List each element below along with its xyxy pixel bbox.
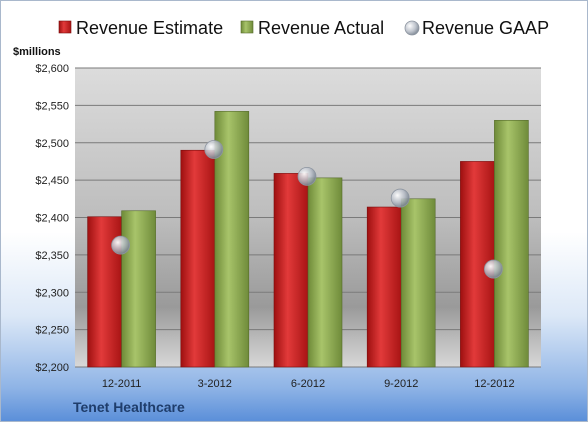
y-tick-label: $2,500	[35, 138, 69, 150]
y-tick-label: $2,200	[35, 362, 69, 374]
legend-swatch	[58, 20, 72, 34]
x-tick-label: 12-2011	[102, 378, 142, 390]
legend: Revenue Estimate Revenue Actual Revenue GA…	[58, 18, 549, 38]
legend-swatch	[404, 20, 420, 36]
x-tick-label: 12-2012	[474, 378, 514, 390]
bar-revenue-estimate	[273, 173, 309, 368]
bar-revenue-estimate	[366, 206, 402, 368]
bar-revenue-actual	[494, 120, 529, 368]
y-tick-label: $2,350	[35, 250, 69, 262]
x-tick-label: 6-2012	[291, 378, 325, 390]
y-tick-label: $2,550	[35, 100, 69, 112]
bar-revenue-actual	[400, 198, 436, 368]
legend-label: Revenue Estimate	[76, 18, 223, 38]
marker-revenue-gaap	[390, 188, 410, 208]
bar-revenue-actual	[307, 177, 343, 368]
y-tick-label: $2,300	[35, 287, 69, 299]
y-tick-label: $2,250	[35, 325, 69, 337]
marker-revenue-gaap	[483, 259, 503, 279]
company-name: Tenet Healthcare	[73, 399, 185, 415]
marker-revenue-gaap	[111, 235, 130, 255]
marker-revenue-gaap	[204, 140, 224, 159]
legend-label: Revenue GAAP	[422, 18, 549, 38]
y-tick-label: $2,600	[35, 63, 69, 75]
x-tick-label: 3-2012	[198, 378, 232, 390]
marker-revenue-gaap	[297, 166, 317, 186]
x-tick-label: 9-2012	[384, 378, 418, 390]
y-tick-label: $2,450	[35, 175, 69, 187]
y-tick-label: $2,400	[35, 213, 69, 225]
legend-swatch	[240, 20, 254, 34]
bar-revenue-actual	[121, 210, 156, 368]
unit-label: $millions	[13, 46, 61, 58]
bar-revenue-estimate	[180, 149, 216, 368]
legend-label: Revenue Actual	[258, 18, 384, 38]
